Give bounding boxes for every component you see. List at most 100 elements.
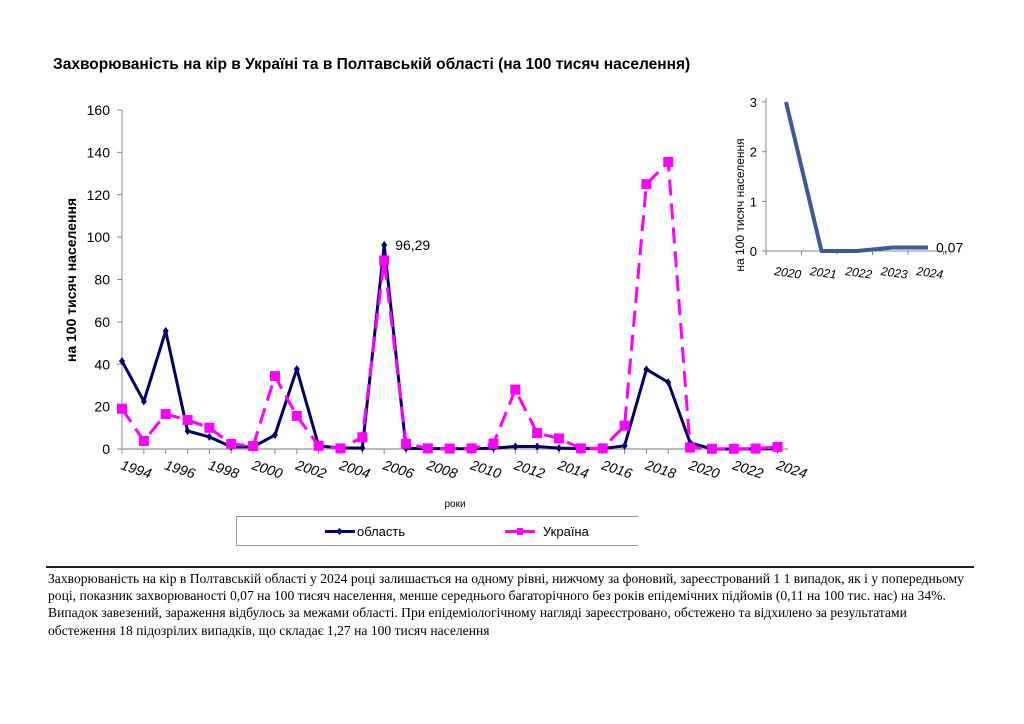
- y-tick-label: 120: [87, 187, 111, 203]
- series-line-ukraine: [120, 160, 778, 451]
- data-point-ukraine: [641, 179, 652, 190]
- y-tick-label: 100: [87, 229, 111, 245]
- data-point-oblast: [119, 357, 125, 366]
- data-point-oblast: [206, 432, 213, 441]
- data-point-oblast: [293, 365, 300, 374]
- data-point-ukraine: [357, 432, 368, 443]
- y-tick-label: 40: [94, 356, 110, 372]
- square-marker-icon: [517, 528, 523, 535]
- data-point-oblast: [643, 365, 650, 374]
- data-point-oblast: [162, 326, 169, 335]
- data-point-oblast: [359, 443, 366, 452]
- data-point-ukraine: [554, 433, 564, 444]
- diamond-marker-icon: [335, 527, 344, 536]
- legend-label-oblast: область: [357, 524, 406, 539]
- data-point-ukraine: [117, 403, 127, 414]
- data-point-ukraine: [728, 443, 739, 454]
- x-tick-label: 2018: [643, 456, 679, 481]
- data-point-ukraine: [597, 443, 608, 454]
- legend-item-ukraine: Україна: [505, 524, 589, 539]
- x-tick-label: 2010: [468, 456, 504, 481]
- data-point-oblast: [381, 240, 388, 249]
- inset-x-tick-label: 2021: [808, 264, 837, 282]
- data-point-ukraine: [575, 443, 586, 454]
- data-point-oblast: [512, 442, 519, 451]
- legend-item-oblast: область: [325, 524, 405, 539]
- inset-y-tick-label: 1: [750, 194, 757, 209]
- description-text: Захворюваність на кір в Полтавській обла…: [48, 570, 978, 639]
- data-point-oblast: [271, 431, 278, 440]
- legend-label-ukraine: Україна: [543, 524, 589, 539]
- y-tick-label: 60: [94, 314, 110, 330]
- inset-data-label: 0,07: [936, 240, 963, 256]
- y-tick-label: 0: [102, 441, 110, 457]
- x-tick-label: 2002: [293, 456, 329, 481]
- data-point-ukraine: [619, 420, 630, 431]
- x-tick-label: 2020: [686, 456, 722, 481]
- data-point-ukraine: [422, 443, 433, 454]
- x-tick-label: 1996: [163, 457, 198, 482]
- data-point-oblast: [184, 426, 191, 435]
- x-tick-label: 2008: [424, 456, 460, 481]
- inset-x-tick-label: 2020: [773, 264, 803, 282]
- data-point-ukraine: [138, 435, 149, 446]
- data-point-ukraine: [226, 438, 237, 449]
- data-point-ukraine: [685, 442, 696, 453]
- data-label-peak: 96,29: [395, 237, 430, 253]
- data-point-ukraine: [379, 255, 390, 266]
- data-point-ukraine: [204, 422, 215, 433]
- data-point-ukraine: [248, 441, 259, 452]
- data-point-ukraine: [772, 441, 783, 452]
- inset-x-tick-label: 2022: [844, 264, 874, 282]
- inset-y-tick-label: 0: [750, 244, 757, 259]
- inset-y-axis-label: на 100 тисяч населення: [733, 138, 747, 271]
- x-tick-label: 2024: [774, 456, 810, 481]
- inset-y-tick-label: 3: [750, 95, 757, 110]
- divider-line: [46, 566, 974, 568]
- description-paragraph-1: Захворюваність на кір в Полтавській обла…: [48, 571, 964, 604]
- x-tick-label: 1994: [119, 457, 154, 482]
- data-point-ukraine: [488, 438, 499, 449]
- data-point-oblast: [665, 378, 672, 387]
- data-point-ukraine: [532, 428, 543, 439]
- y-tick-label: 20: [94, 399, 110, 415]
- data-point-ukraine: [160, 409, 171, 420]
- data-point-oblast: [556, 444, 562, 453]
- legend-line-oblast: [325, 527, 355, 536]
- x-tick-label: 2014: [555, 456, 591, 481]
- data-point-ukraine: [444, 443, 455, 454]
- inset-x-tick-label: 2024: [915, 264, 945, 282]
- data-point-ukraine: [313, 440, 324, 451]
- y-tick-label: 160: [87, 102, 111, 118]
- legend-line-ukraine: [505, 528, 535, 535]
- inset-series-line: [784, 101, 928, 253]
- chart-legend: область Україна: [236, 516, 638, 546]
- data-point-ukraine: [663, 156, 674, 167]
- x-tick-label: 2004: [337, 456, 373, 481]
- data-point-ukraine: [510, 384, 521, 395]
- data-point-ukraine: [750, 443, 761, 454]
- x-tick-label: 2022: [730, 456, 766, 481]
- chart-title: Захворюваність на кір в Україні та в Пол…: [53, 56, 691, 73]
- data-point-ukraine: [706, 443, 717, 454]
- data-point-ukraine: [335, 443, 346, 454]
- inset-x-tick-label: 2023: [879, 264, 909, 282]
- data-point-oblast: [140, 397, 147, 406]
- inset-y-tick-label: 2: [750, 145, 757, 160]
- data-point-oblast: [534, 442, 541, 451]
- x-tick-label: 2016: [599, 456, 635, 481]
- data-point-ukraine: [269, 371, 280, 382]
- x-tick-label: 2012: [511, 456, 547, 481]
- y-tick-label: 140: [87, 144, 111, 160]
- y-axis-label: на 100 тисяч населення: [63, 198, 79, 362]
- series-line-oblast: [120, 243, 778, 451]
- x-tick-label: 1998: [206, 457, 241, 482]
- x-tick-label: 2006: [380, 456, 416, 481]
- y-tick-label: 80: [94, 272, 110, 288]
- description-paragraph-2: Випадок завезений, зараження відбулось з…: [48, 605, 907, 638]
- data-point-ukraine: [401, 438, 412, 449]
- data-point-ukraine: [182, 414, 193, 425]
- data-point-ukraine: [466, 443, 477, 454]
- data-point-oblast: [621, 441, 628, 450]
